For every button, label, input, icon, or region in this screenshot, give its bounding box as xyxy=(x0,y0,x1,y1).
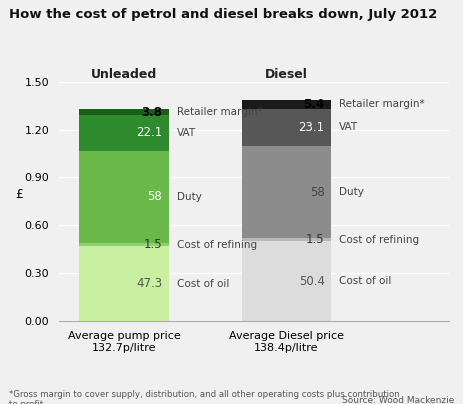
Bar xyxy=(241,109,331,146)
Text: VAT: VAT xyxy=(338,122,357,132)
Y-axis label: £: £ xyxy=(15,188,23,202)
Text: 1.5: 1.5 xyxy=(143,238,162,251)
Text: VAT: VAT xyxy=(176,128,195,138)
Text: *Gross margin to cover supply, distribution, and all other operating costs plus : *Gross margin to cover supply, distribut… xyxy=(9,390,399,404)
Bar xyxy=(241,146,331,238)
Text: 5.4: 5.4 xyxy=(303,98,324,111)
Text: 58: 58 xyxy=(309,185,324,198)
Text: Duty: Duty xyxy=(176,192,201,202)
Text: Cost of oil: Cost of oil xyxy=(338,276,391,286)
Text: Cost of refining: Cost of refining xyxy=(176,240,257,250)
Text: Source: Wood Mackenzie: Source: Wood Mackenzie xyxy=(342,396,454,404)
Text: Unleaded: Unleaded xyxy=(91,68,157,81)
Text: Diesel: Diesel xyxy=(264,68,307,81)
Bar xyxy=(79,109,168,115)
Bar xyxy=(241,238,331,241)
Text: 58: 58 xyxy=(147,190,162,204)
Text: Retailer margin*: Retailer margin* xyxy=(338,99,424,109)
Text: 47.3: 47.3 xyxy=(136,277,162,290)
Text: 3.8: 3.8 xyxy=(141,106,162,119)
Bar xyxy=(79,243,168,246)
Text: How the cost of petrol and diesel breaks down, July 2012: How the cost of petrol and diesel breaks… xyxy=(9,8,437,21)
Text: 23.1: 23.1 xyxy=(298,121,324,134)
Bar xyxy=(79,246,168,321)
Bar xyxy=(241,100,331,109)
Text: Cost of refining: Cost of refining xyxy=(338,235,419,244)
Bar xyxy=(241,241,331,321)
Bar xyxy=(79,151,168,243)
Bar xyxy=(79,115,168,151)
Text: 1.5: 1.5 xyxy=(306,233,324,246)
Text: Cost of oil: Cost of oil xyxy=(176,278,229,288)
Text: Duty: Duty xyxy=(338,187,363,197)
Text: 50.4: 50.4 xyxy=(298,275,324,288)
Text: 22.1: 22.1 xyxy=(136,126,162,139)
Text: Retailer margin*: Retailer margin* xyxy=(176,107,262,117)
